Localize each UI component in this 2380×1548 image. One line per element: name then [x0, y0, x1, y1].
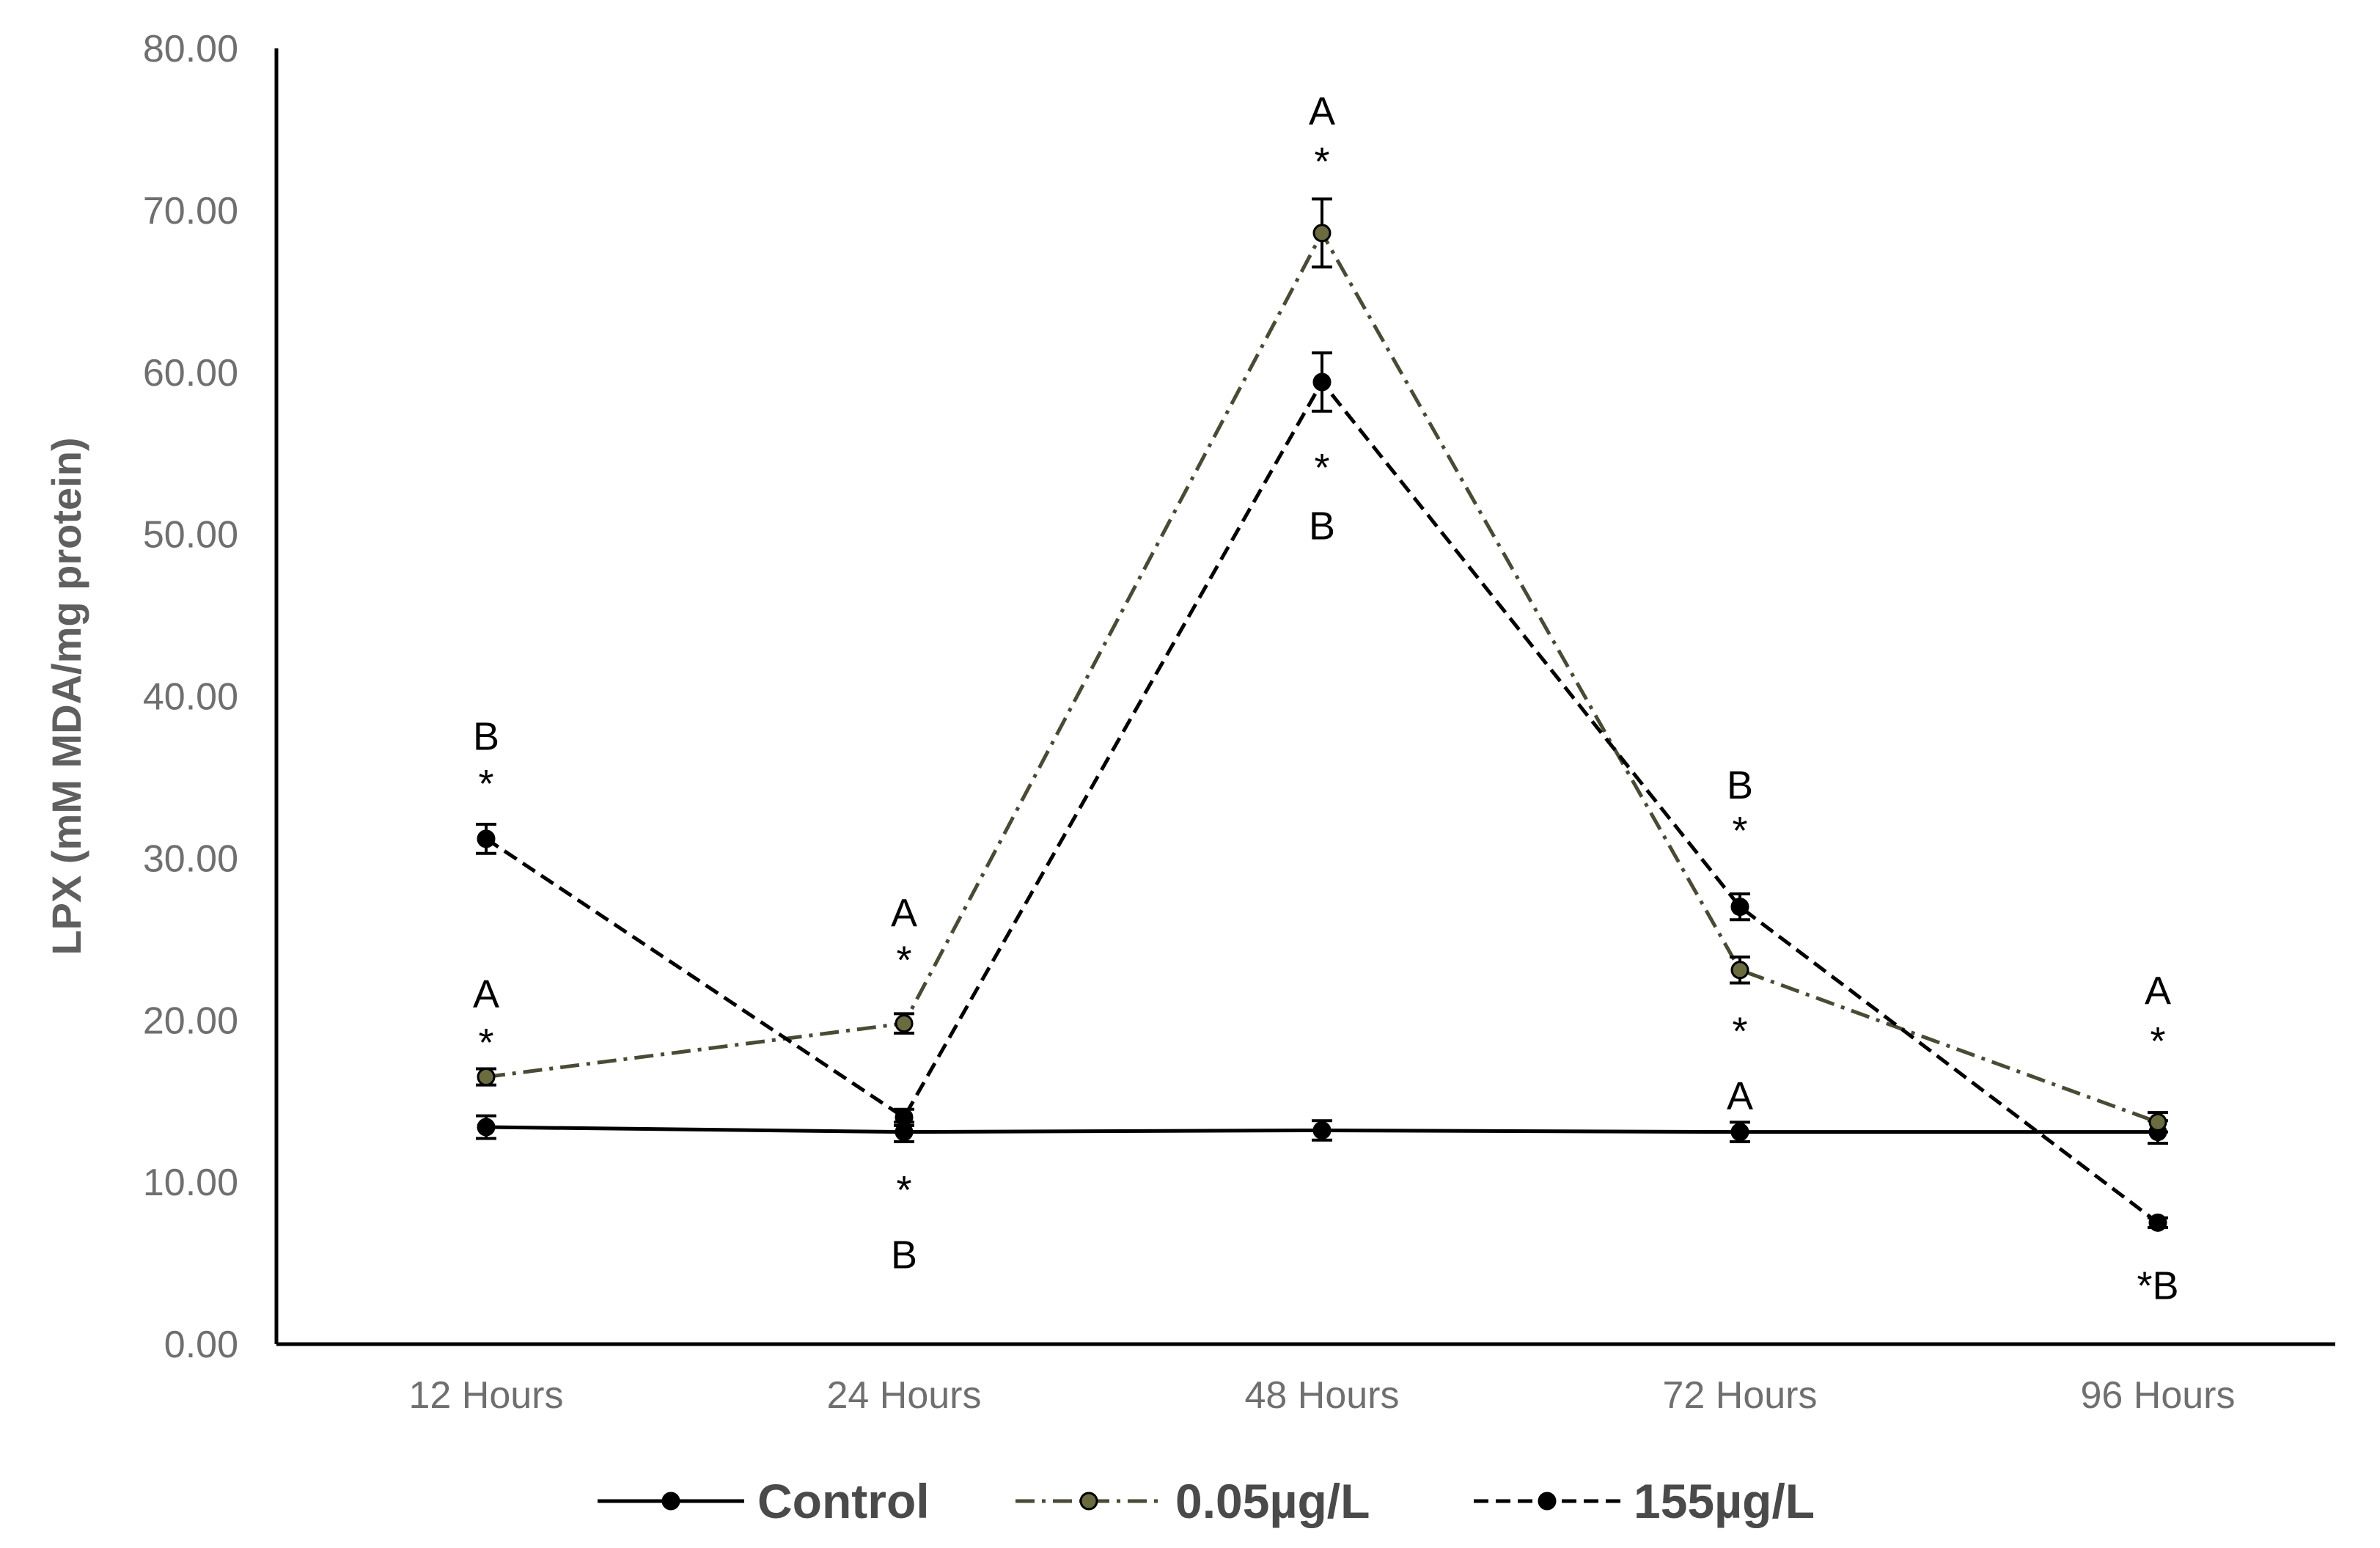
- significance-label: B: [1309, 505, 1335, 549]
- series-2: [476, 197, 2168, 1134]
- significance-label: B: [1727, 763, 1753, 807]
- significance-label: *: [1732, 1010, 1747, 1054]
- y-tick-label: 30.00: [143, 837, 238, 880]
- significance-label: A: [1727, 1074, 1753, 1118]
- data-point: [1730, 961, 1749, 980]
- y-tick-label: 20.00: [143, 999, 238, 1042]
- significance-label: A: [1309, 89, 1335, 133]
- significance-label: *: [478, 762, 493, 806]
- y-tick-label: 10.00: [143, 1162, 238, 1204]
- significance-label: *: [896, 939, 911, 983]
- legend-marker: [1538, 1492, 1557, 1511]
- significance-label: *: [478, 1021, 493, 1065]
- data-point: [2148, 1112, 2167, 1131]
- significance-label: A: [473, 972, 499, 1016]
- legend-marker: [1079, 1492, 1098, 1511]
- data-point: [1312, 1120, 1332, 1140]
- significance-label: *: [1314, 446, 1329, 490]
- axes: [274, 48, 2335, 1346]
- significance-label: *B: [2137, 1263, 2178, 1307]
- legend-marker: [661, 1492, 680, 1511]
- y-tick-label: 70.00: [143, 190, 238, 232]
- y-axis-label: LPX (mM MDA/mg protein): [43, 437, 89, 955]
- legend-item-1: Control: [598, 1474, 930, 1528]
- series-3: [476, 351, 2168, 1232]
- significance-label: B: [473, 715, 499, 759]
- legend: Control 0.05µg/L 155µg/L: [598, 1474, 1815, 1528]
- significance-label: A: [891, 891, 917, 935]
- y-tick-label: 0.00: [164, 1324, 238, 1366]
- significance-annotations: B*A*A**BA**BB**AA**B: [473, 89, 2179, 1307]
- legend-label: 155µg/L: [1634, 1474, 1815, 1528]
- x-tick-labels: 12 Hours 24 Hours 48 Hours 72 Hours 96 Hours: [409, 1374, 2236, 1417]
- data-point: [477, 1118, 496, 1137]
- x-tick-label: 24 Hours: [827, 1374, 982, 1417]
- legend-label: Control: [757, 1474, 930, 1528]
- x-tick-label: 12 Hours: [409, 1374, 564, 1417]
- x-tick-label: 48 Hours: [1245, 1374, 1400, 1417]
- data-point: [477, 829, 496, 848]
- significance-label: *: [1314, 140, 1329, 184]
- y-tick-labels: 0.00 10.00 20.00 30.00 40.00 50.00 60.00 70.00 8…: [143, 28, 238, 1366]
- significance-label: *: [1732, 809, 1747, 853]
- data-point: [1312, 224, 1332, 243]
- data-point: [477, 1068, 496, 1087]
- legend-item-3: 155µg/L: [1474, 1474, 1815, 1528]
- data-point: [895, 1014, 914, 1033]
- x-tick-label: 96 Hours: [2081, 1374, 2236, 1417]
- significance-label: *: [2150, 1019, 2165, 1063]
- significance-label: *: [896, 1168, 911, 1212]
- y-tick-label: 60.00: [143, 352, 238, 395]
- y-tick-label: 80.00: [143, 28, 238, 70]
- significance-label: A: [2145, 969, 2171, 1013]
- significance-label: B: [891, 1233, 917, 1277]
- data-point: [1730, 1123, 1749, 1142]
- legend-label: 0.05µg/L: [1175, 1474, 1370, 1528]
- data-point: [895, 1108, 914, 1127]
- y-tick-label: 40.00: [143, 676, 238, 719]
- series-layer: [476, 197, 2168, 1232]
- series-1: [476, 1114, 2168, 1145]
- x-tick-label: 72 Hours: [1663, 1374, 1818, 1417]
- data-point: [2148, 1213, 2167, 1232]
- data-point: [1312, 373, 1332, 392]
- y-tick-label: 50.00: [143, 514, 238, 557]
- legend-item-2: 0.05µg/L: [1015, 1474, 1370, 1528]
- data-point: [1730, 898, 1749, 917]
